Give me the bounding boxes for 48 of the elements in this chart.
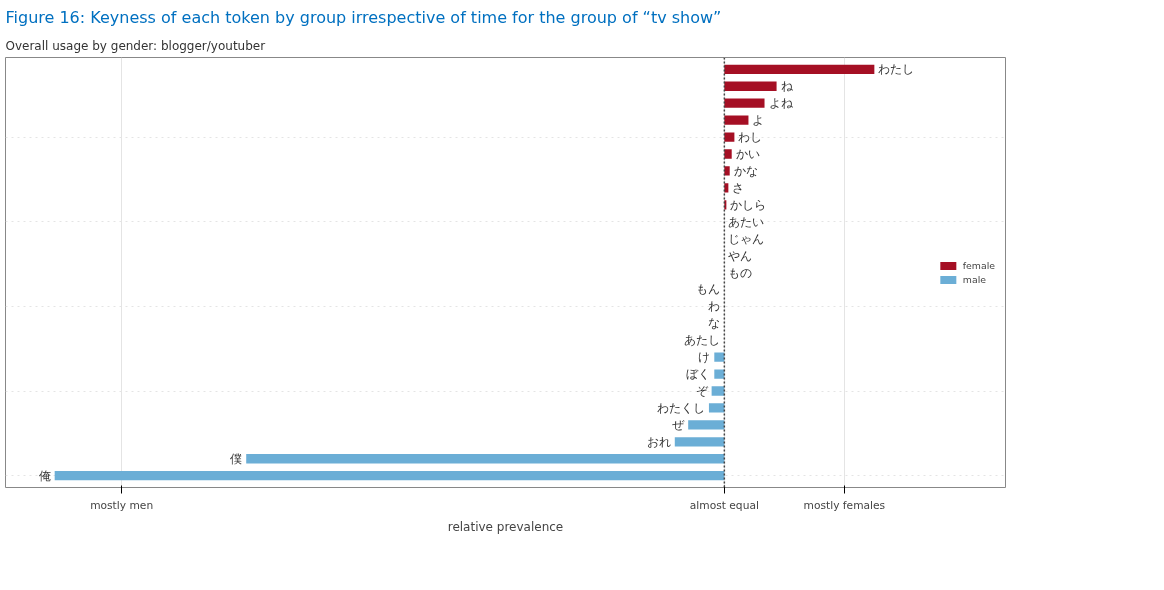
y-tick-label: よ [752, 113, 765, 128]
text: almost equal [689, 498, 759, 512]
y-tick-label: わ [708, 299, 721, 314]
y-tick-label: 俺 [38, 468, 51, 483]
bar [54, 470, 725, 481]
bar [714, 352, 725, 362]
y-tick-label: わたくし [656, 400, 705, 415]
bar [724, 132, 735, 142]
y-tick-label: ぼく [686, 367, 711, 382]
y-tick-label: もん [696, 282, 721, 297]
bar [724, 115, 749, 125]
bar [724, 81, 777, 91]
text: mostly females [803, 498, 886, 512]
bar [711, 386, 725, 396]
y-tick-label: かな [733, 163, 758, 178]
bar [724, 149, 732, 159]
bar [714, 369, 725, 379]
legend-label: male [962, 273, 986, 285]
chart-title: Figure 16: Keyness of each token by group irrespective of time for the group of “tv show” [5, 7, 722, 27]
x-axis-title: relative prevalence [447, 519, 564, 534]
y-tick-label: け [698, 350, 711, 365]
y-tick-label: もの [728, 265, 753, 280]
y-tick-label: やん [728, 248, 753, 263]
y-tick-label: 僕 [230, 451, 243, 466]
y-tick-label: あたい [728, 214, 765, 229]
bar [724, 64, 875, 75]
y-tick-label: あたし [684, 333, 721, 348]
y-tick-label: ぞ [695, 384, 709, 398]
legend-label: female [962, 259, 995, 271]
bar [724, 98, 765, 108]
bar [708, 403, 725, 413]
y-tick-label: ぜ [672, 417, 686, 432]
chart-subtitle: Overall usage by gender: blogger/youtuber [5, 38, 266, 53]
y-tick-label: よね [768, 96, 794, 111]
y-tick-label: じゃん [728, 231, 765, 246]
y-tick-label: さ [732, 180, 745, 195]
bar [724, 183, 729, 193]
y-tick-label: おれ [646, 434, 671, 449]
y-tick-label: かい [735, 147, 760, 161]
y-tick-label: な [708, 316, 721, 331]
text: mostly men [90, 498, 154, 512]
y-tick-label: わたし [878, 62, 915, 77]
bar [674, 437, 725, 447]
bar [688, 420, 725, 430]
bar [246, 454, 725, 464]
y-tick-label: ね [780, 79, 794, 94]
y-tick-label: かしら [730, 197, 767, 212]
y-tick-label: わし [738, 130, 763, 145]
